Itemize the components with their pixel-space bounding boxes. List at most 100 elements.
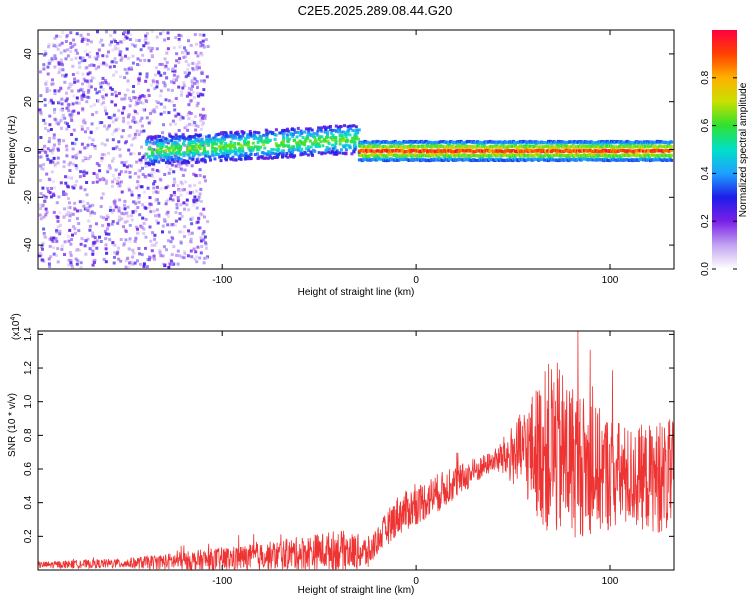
heatmap-cell: [71, 102, 75, 106]
heatmap-cell: [155, 149, 159, 153]
heatmap-cell: [164, 161, 168, 165]
heatmap-cell: [158, 177, 162, 181]
x-tick-label: -100: [212, 275, 232, 286]
heatmap-cell: [304, 152, 308, 156]
heatmap-cell: [172, 190, 176, 194]
heatmap-cell: [265, 153, 269, 157]
heatmap-cell: [176, 146, 180, 150]
colorbar-label: Normalized spectral amplitude: [738, 82, 749, 217]
heatmap-cell: [223, 137, 226, 141]
heatmap-cell: [180, 50, 184, 54]
heatmap-cell: [168, 146, 172, 150]
heatmap-cell: [154, 136, 158, 140]
heatmap-cell: [61, 30, 65, 34]
heatmap-cell: [194, 123, 198, 127]
heatmap-cell: [203, 148, 206, 152]
heatmap-cell: [184, 180, 188, 184]
heatmap-cell: [145, 152, 149, 156]
heatmap-cell: [68, 214, 72, 218]
heatmap-cell: [184, 144, 188, 148]
heatmap-cell: [83, 146, 87, 150]
heatmap-cell: [196, 124, 200, 128]
heatmap-cell: [127, 148, 131, 152]
heatmap-cell: [297, 145, 300, 149]
heatmap-cell: [74, 257, 78, 261]
heatmap-cell: [249, 145, 253, 149]
heatmap-cell: [312, 141, 316, 144]
heatmap-cell: [183, 160, 187, 164]
heatmap-cell: [202, 175, 206, 179]
heatmap-cell: [201, 135, 205, 138]
heatmap-cell: [142, 154, 146, 158]
heatmap-cell: [119, 170, 123, 174]
heatmap-cell: [172, 81, 176, 85]
heatmap-cell: [127, 186, 131, 190]
heatmap-cell: [97, 90, 101, 94]
heatmap-cell: [172, 104, 176, 107]
x-tick-label: -100: [212, 576, 232, 587]
heatmap-cell: [118, 53, 122, 57]
heatmap-cell: [183, 252, 187, 256]
heatmap-cell: [144, 34, 148, 38]
heatmap-cell: [203, 160, 207, 164]
heatmap-cell: [213, 157, 217, 161]
heatmap-cell: [171, 119, 175, 123]
heatmap-cell: [350, 152, 354, 156]
heatmap-cell: [203, 114, 207, 118]
heatmap-cell: [57, 71, 61, 75]
heatmap-cell: [292, 128, 296, 132]
heatmap-cell: [142, 94, 146, 98]
heatmap-cell: [129, 99, 133, 103]
heatmap-cell: [64, 73, 68, 77]
heatmap-cell: [233, 142, 237, 145]
heatmap-cell: [118, 148, 122, 151]
heatmap-cell: [158, 94, 162, 98]
heatmap-cell: [136, 231, 140, 235]
heatmap-cell: [241, 134, 245, 138]
heatmap-cell: [86, 209, 90, 213]
heatmap-cell: [334, 150, 338, 154]
heatmap-cell: [224, 145, 228, 149]
heatmap-cell: [72, 94, 76, 98]
heatmap-cell: [39, 192, 43, 196]
heatmap-cell: [173, 108, 177, 112]
heatmap-cell: [352, 140, 356, 144]
heatmap-cell: [241, 147, 245, 151]
heatmap-cell: [155, 185, 159, 189]
heatmap-cell: [111, 114, 115, 118]
heatmap-cell: [197, 217, 201, 221]
heatmap-cell: [151, 174, 155, 178]
heatmap-cell: [200, 245, 204, 248]
heatmap-cell: [144, 98, 148, 102]
heatmap-cell: [102, 257, 106, 261]
heatmap-cell: [187, 63, 191, 67]
heatmap-cell: [194, 151, 197, 155]
heatmap-cell: [69, 50, 73, 54]
heatmap-cell: [65, 122, 69, 126]
heatmap-cell: [548, 139, 552, 143]
heatmap-cell: [281, 129, 284, 133]
heatmap-cell: [107, 82, 111, 86]
heatmap-cell: [171, 67, 175, 71]
heatmap-cell: [338, 142, 342, 146]
heatmap-cell: [126, 115, 130, 119]
heatmap-cell: [98, 81, 102, 85]
heatmap-cell: [132, 200, 136, 204]
heatmap-cell: [163, 38, 167, 42]
heatmap-cell: [320, 152, 324, 156]
heatmap-cell: [92, 172, 96, 175]
heatmap-cell: [189, 191, 192, 195]
heatmap-cell: [222, 131, 226, 134]
heatmap-cell: [88, 204, 92, 208]
snr-xlabel: Height of straight line (km): [298, 585, 415, 596]
heatmap-cell: [295, 135, 299, 139]
heatmap-cell: [216, 139, 220, 143]
heatmap-cell: [61, 68, 65, 72]
heatmap-cell: [173, 151, 177, 155]
heatmap-cell: [171, 198, 175, 202]
heatmap-cell: [119, 238, 123, 241]
heatmap-cell: [81, 72, 85, 76]
heatmap-cell: [46, 147, 50, 151]
heatmap-cell: [203, 215, 206, 219]
heatmap-cell: [166, 223, 170, 227]
